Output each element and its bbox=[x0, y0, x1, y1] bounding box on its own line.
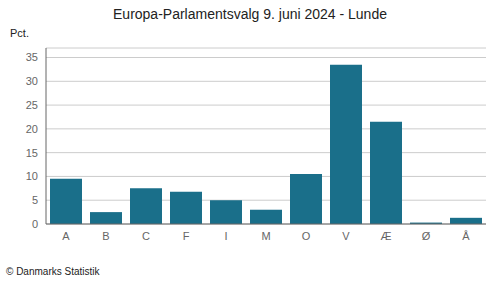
html-text:© Danmarks Statistik: © Danmarks Statistik bbox=[6, 266, 100, 277]
svg-text:Ø: Ø bbox=[422, 230, 431, 242]
svg-text:C: C bbox=[142, 230, 150, 242]
svg-text:0: 0 bbox=[32, 218, 38, 230]
svg-text:O: O bbox=[302, 230, 311, 242]
svg-text:I: I bbox=[224, 230, 227, 242]
svg-text:10: 10 bbox=[26, 170, 38, 182]
svg-text:A: A bbox=[62, 230, 70, 242]
svg-text:B: B bbox=[102, 230, 109, 242]
svg-text:35: 35 bbox=[26, 51, 38, 63]
svg-text:15: 15 bbox=[26, 147, 38, 159]
svg-text:5: 5 bbox=[32, 194, 38, 206]
html-text:Pct.: Pct. bbox=[10, 27, 29, 39]
svg-text:Æ: Æ bbox=[381, 230, 392, 242]
svg-text:M: M bbox=[261, 230, 270, 242]
svg-text:30: 30 bbox=[26, 75, 38, 87]
svg-text:25: 25 bbox=[26, 99, 38, 111]
svg-text:Å: Å bbox=[462, 230, 470, 242]
svg-text:20: 20 bbox=[26, 123, 38, 135]
html-text:Europa-Parlamentsvalg 9. juni: Europa-Parlamentsvalg 9. juni 2024 - Lun… bbox=[113, 6, 387, 22]
svg-text:V: V bbox=[342, 230, 350, 242]
svg-text:F: F bbox=[183, 230, 190, 242]
